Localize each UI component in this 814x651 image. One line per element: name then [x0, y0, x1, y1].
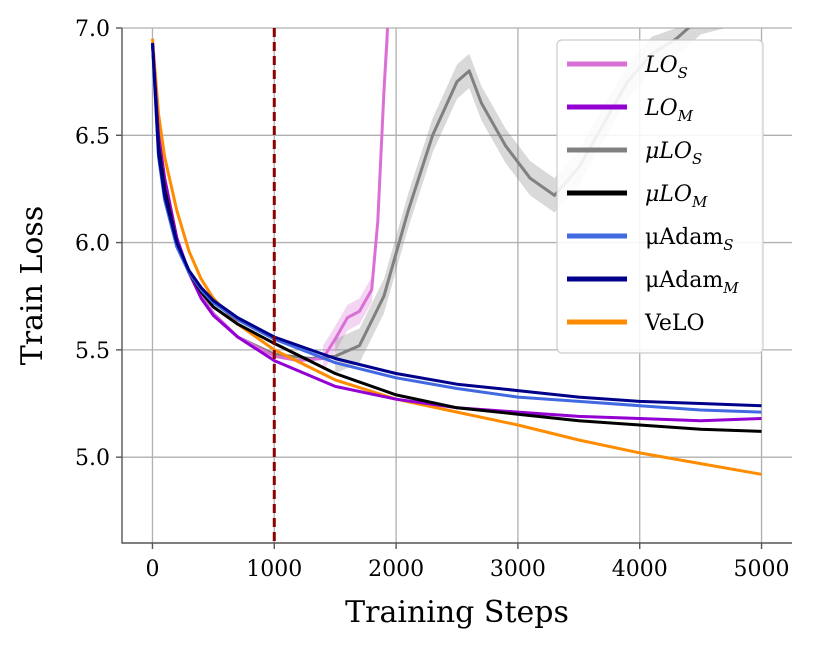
x-tick-label: 0	[145, 557, 159, 582]
legend: LOS LOM μLOS μLOM μAdamS μAdamM VeLO	[556, 39, 764, 354]
legend-label: μLOS	[645, 139, 702, 168]
x-tick-label: 3000	[490, 557, 546, 582]
x-tick-label: 1000	[246, 557, 302, 582]
legend-label: μAdamM	[645, 268, 739, 297]
legend-label: μAdamS	[645, 225, 734, 254]
axes-spines	[121, 28, 792, 544]
x-tick-label: 2000	[368, 557, 424, 582]
legend-label: μLOM	[645, 182, 708, 211]
variance-band	[323, 28, 390, 372]
legend-label: LOS	[644, 53, 688, 82]
x-axis-label: Training Steps	[345, 595, 569, 630]
x-tick-labels: 0 1000 2000 3000 4000 5000	[145, 543, 790, 582]
y-tick-label: 6.0	[75, 232, 110, 257]
series-line	[151, 38, 762, 476]
legend-label: LOM	[644, 96, 694, 125]
legend-label: VeLO	[644, 311, 705, 336]
legend-box	[556, 39, 764, 354]
x-tick-label: 5000	[734, 557, 790, 582]
y-tick-label: 6.5	[75, 124, 110, 149]
y-tick-labels: 5.0 5.5 6.0 6.5 7.0	[75, 17, 122, 471]
y-tick-label: 5.5	[75, 339, 110, 364]
x-tick-label: 4000	[612, 557, 668, 582]
y-axis-label: Train Loss	[15, 206, 50, 365]
y-tick-label: 7.0	[75, 17, 110, 42]
y-tick-label: 5.0	[75, 446, 110, 471]
